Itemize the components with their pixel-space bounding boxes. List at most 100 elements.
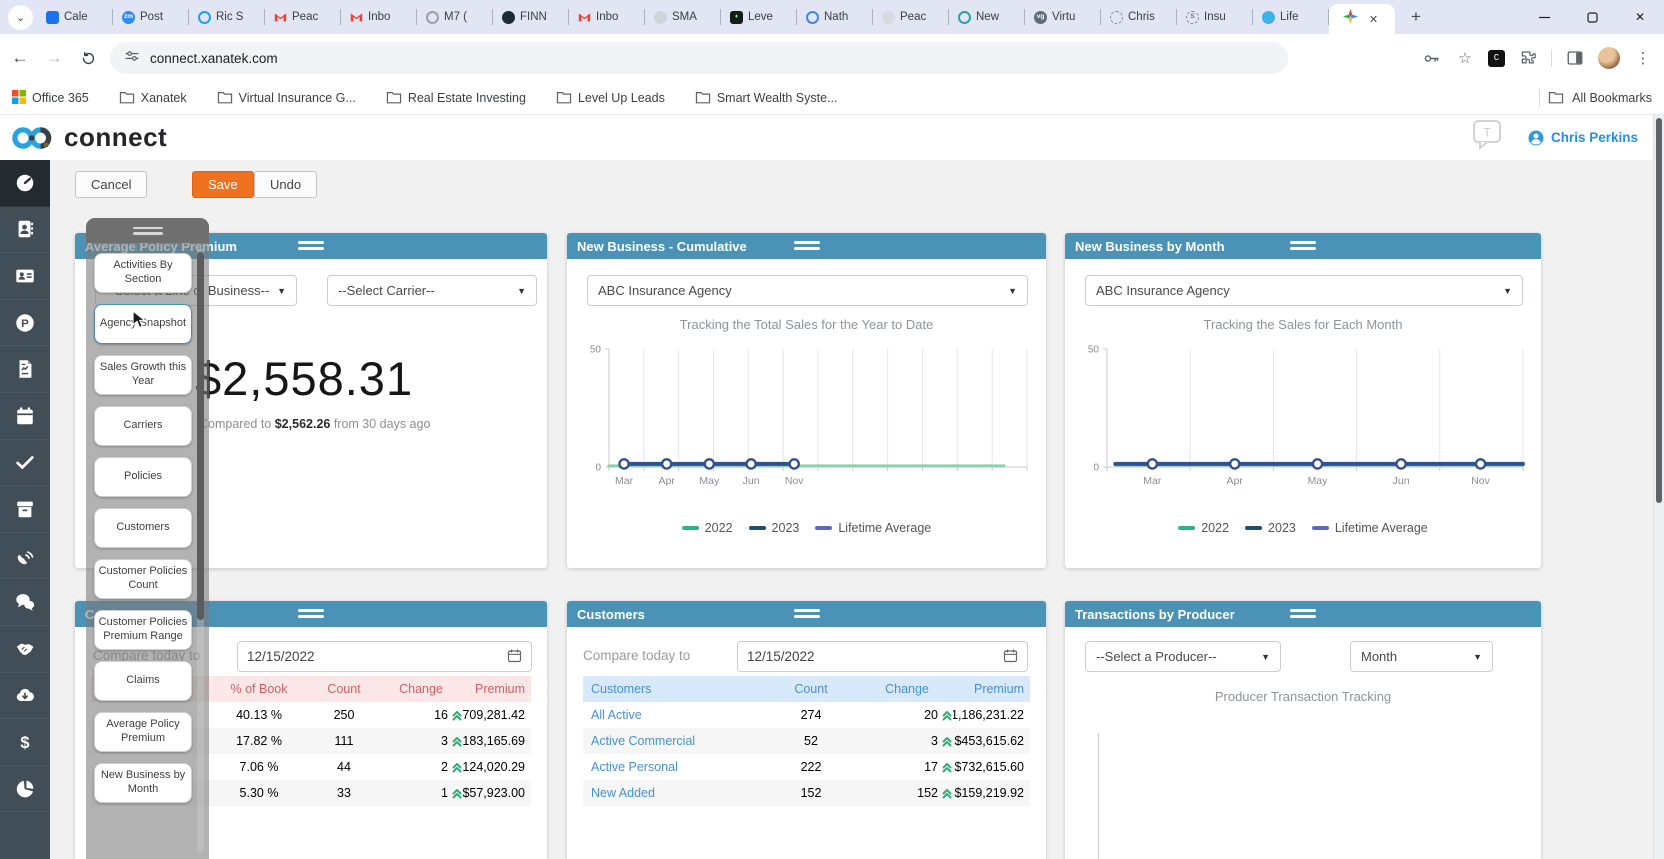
tab-search-button[interactable]: ⌄ — [8, 5, 33, 30]
drag-handle-icon[interactable] — [1290, 241, 1316, 253]
all-bookmarks-button[interactable]: All Bookmarks — [1539, 89, 1652, 107]
row-label[interactable]: Active Personal — [583, 760, 761, 774]
calendar-icon[interactable] — [507, 648, 522, 666]
browser-tab[interactable]: SInsu — [1177, 0, 1253, 34]
active-tab[interactable]: ✕ — [1329, 4, 1395, 34]
drag-handle-icon[interactable] — [1290, 609, 1316, 621]
sidebar-item-handshake[interactable] — [0, 626, 50, 673]
menu-item-activities-by-section[interactable]: Activities By Section — [94, 253, 192, 293]
forward-icon[interactable]: → — [40, 44, 68, 72]
browser-tab[interactable]: vgVirtu — [1025, 0, 1101, 34]
feedback-bubble-icon[interactable]: T — [1471, 118, 1505, 157]
new-tab-button[interactable]: + — [1403, 4, 1429, 30]
bookmark-item[interactable]: Virtual Insurance G... — [217, 90, 356, 107]
menu-drag-handle[interactable] — [86, 218, 209, 243]
menu-scrollbar-thumb[interactable] — [197, 252, 204, 620]
browser-tab[interactable]: Nath — [797, 0, 873, 34]
browser-tab[interactable]: New — [949, 0, 1025, 34]
bookmark-item[interactable]: Office 365 — [12, 90, 89, 107]
sidebar-item-dollar[interactable]: $ — [0, 719, 50, 766]
extension-c-icon[interactable]: C — [1488, 50, 1505, 67]
row-label[interactable]: New Added — [583, 786, 761, 800]
browser-tab[interactable]: Peac — [265, 0, 341, 34]
browser-tab[interactable]: Peac — [873, 0, 949, 34]
bookmark-item[interactable]: Xanatek — [119, 90, 187, 107]
browser-tab[interactable]: M7 ( — [417, 0, 493, 34]
drag-handle-icon[interactable] — [794, 241, 820, 253]
page-scrollbar-thumb[interactable] — [1656, 118, 1662, 503]
producer-select[interactable]: --Select a Producer--▼ — [1085, 641, 1281, 672]
menu-item-customer-policies-premium-range[interactable]: Customer Policies Premium Range — [94, 610, 192, 650]
compare-date-input[interactable]: 12/15/2022 — [737, 641, 1028, 672]
bookmark-item[interactable]: Level Up Leads — [556, 90, 665, 107]
sidebar-item-satellite[interactable] — [0, 533, 50, 580]
browser-tab[interactable]: zmPost — [113, 0, 189, 34]
window-maximize-button[interactable] — [1568, 0, 1616, 34]
menu-scrollbar[interactable] — [197, 248, 204, 853]
sidebar-item-chat[interactable] — [0, 579, 50, 626]
browser-tab[interactable]: Inbo — [569, 0, 645, 34]
browser-tab[interactable]: FINN — [493, 0, 569, 34]
back-icon[interactable]: ← — [6, 44, 34, 72]
tab-close-icon[interactable]: ✕ — [1366, 11, 1382, 27]
cancel-button[interactable]: Cancel — [75, 171, 147, 198]
sidebar-item-contact-card[interactable] — [0, 253, 50, 300]
sidebar-item-report[interactable] — [0, 346, 50, 393]
menu-item-new-business-by-month[interactable]: New Business by Month — [94, 763, 192, 803]
browser-tab[interactable]: Inbo — [341, 0, 417, 34]
menu-item-average-policy-premium[interactable]: Average Policy Premium — [94, 712, 192, 752]
menu-item-customer-policies-count[interactable]: Customer Policies Count — [94, 559, 192, 599]
sidebar-item-cloud-download[interactable] — [0, 673, 50, 720]
save-button[interactable]: Save — [192, 171, 254, 198]
drag-handle-icon[interactable] — [298, 241, 324, 253]
sidebar-item-check[interactable] — [0, 440, 50, 487]
agency-select[interactable]: ABC Insurance Agency▼ — [587, 275, 1028, 306]
compare-date-input[interactable]: 12/15/2022 — [237, 641, 532, 672]
url-field[interactable]: connect.xanatek.com — [110, 42, 1288, 74]
bookmark-item[interactable]: Real Estate Investing — [386, 90, 526, 107]
reload-icon[interactable] — [74, 44, 102, 72]
browser-menu-icon[interactable]: ⋮ — [1632, 47, 1654, 69]
undo-button[interactable]: Undo — [254, 171, 317, 198]
drag-handle-icon[interactable] — [794, 609, 820, 621]
profile-avatar[interactable] — [1598, 47, 1620, 69]
window-close-button[interactable]: ✕ — [1616, 0, 1664, 34]
window-minimize-button[interactable] — [1520, 0, 1568, 34]
sidebar-item-calendar[interactable] — [0, 393, 50, 440]
calendar-icon[interactable] — [1003, 648, 1018, 666]
svg-text:May: May — [1308, 475, 1329, 487]
browser-tab[interactable]: Chris — [1101, 0, 1177, 34]
legend-swatch — [1178, 526, 1195, 530]
browser-tab[interactable]: Cale — [37, 0, 113, 34]
drag-handle-icon[interactable] — [298, 609, 324, 621]
premium-cell: $124,020.29 — [463, 760, 525, 774]
app-logo[interactable]: connect — [10, 122, 167, 153]
sidebar-item-producer-p[interactable]: P — [0, 300, 50, 347]
period-select[interactable]: Month▼ — [1350, 641, 1493, 672]
site-settings-icon[interactable] — [124, 48, 140, 69]
sidebar-item-address-book[interactable] — [0, 207, 50, 254]
menu-item-carriers[interactable]: Carriers — [94, 406, 192, 446]
row-label[interactable]: Active Commercial — [583, 734, 761, 748]
browser-tab[interactable]: SMA — [645, 0, 721, 34]
browser-tab[interactable]: Life — [1253, 0, 1329, 34]
agency-select[interactable]: ABC Insurance Agency▼ — [1085, 275, 1523, 306]
menu-item-claims[interactable]: Claims — [94, 661, 192, 701]
menu-item-customers[interactable]: Customers — [94, 508, 192, 548]
carrier-select[interactable]: --Select Carrier--▼ — [327, 275, 537, 306]
sidebar-item-pie-chart[interactable] — [0, 766, 50, 813]
menu-item-policies[interactable]: Policies — [94, 457, 192, 497]
page-scrollbar[interactable] — [1653, 115, 1664, 859]
bookmark-item[interactable]: Smart Wealth Syste... — [695, 90, 838, 107]
sidebar-item-archive[interactable] — [0, 486, 50, 533]
menu-item-sales-growth-this-year[interactable]: Sales Growth this Year — [94, 355, 192, 395]
bookmark-star-icon[interactable]: ☆ — [1454, 47, 1476, 69]
browser-tab[interactable]: Ric S — [189, 0, 265, 34]
side-panel-icon[interactable] — [1564, 47, 1586, 69]
extensions-puzzle-icon[interactable] — [1517, 47, 1539, 69]
user-menu[interactable]: Chris Perkins — [1527, 129, 1638, 147]
browser-tab[interactable]: ♦Leve — [721, 0, 797, 34]
password-key-icon[interactable] — [1420, 47, 1442, 69]
sidebar-item-gauge[interactable] — [0, 160, 50, 207]
row-label[interactable]: All Active — [583, 708, 761, 722]
